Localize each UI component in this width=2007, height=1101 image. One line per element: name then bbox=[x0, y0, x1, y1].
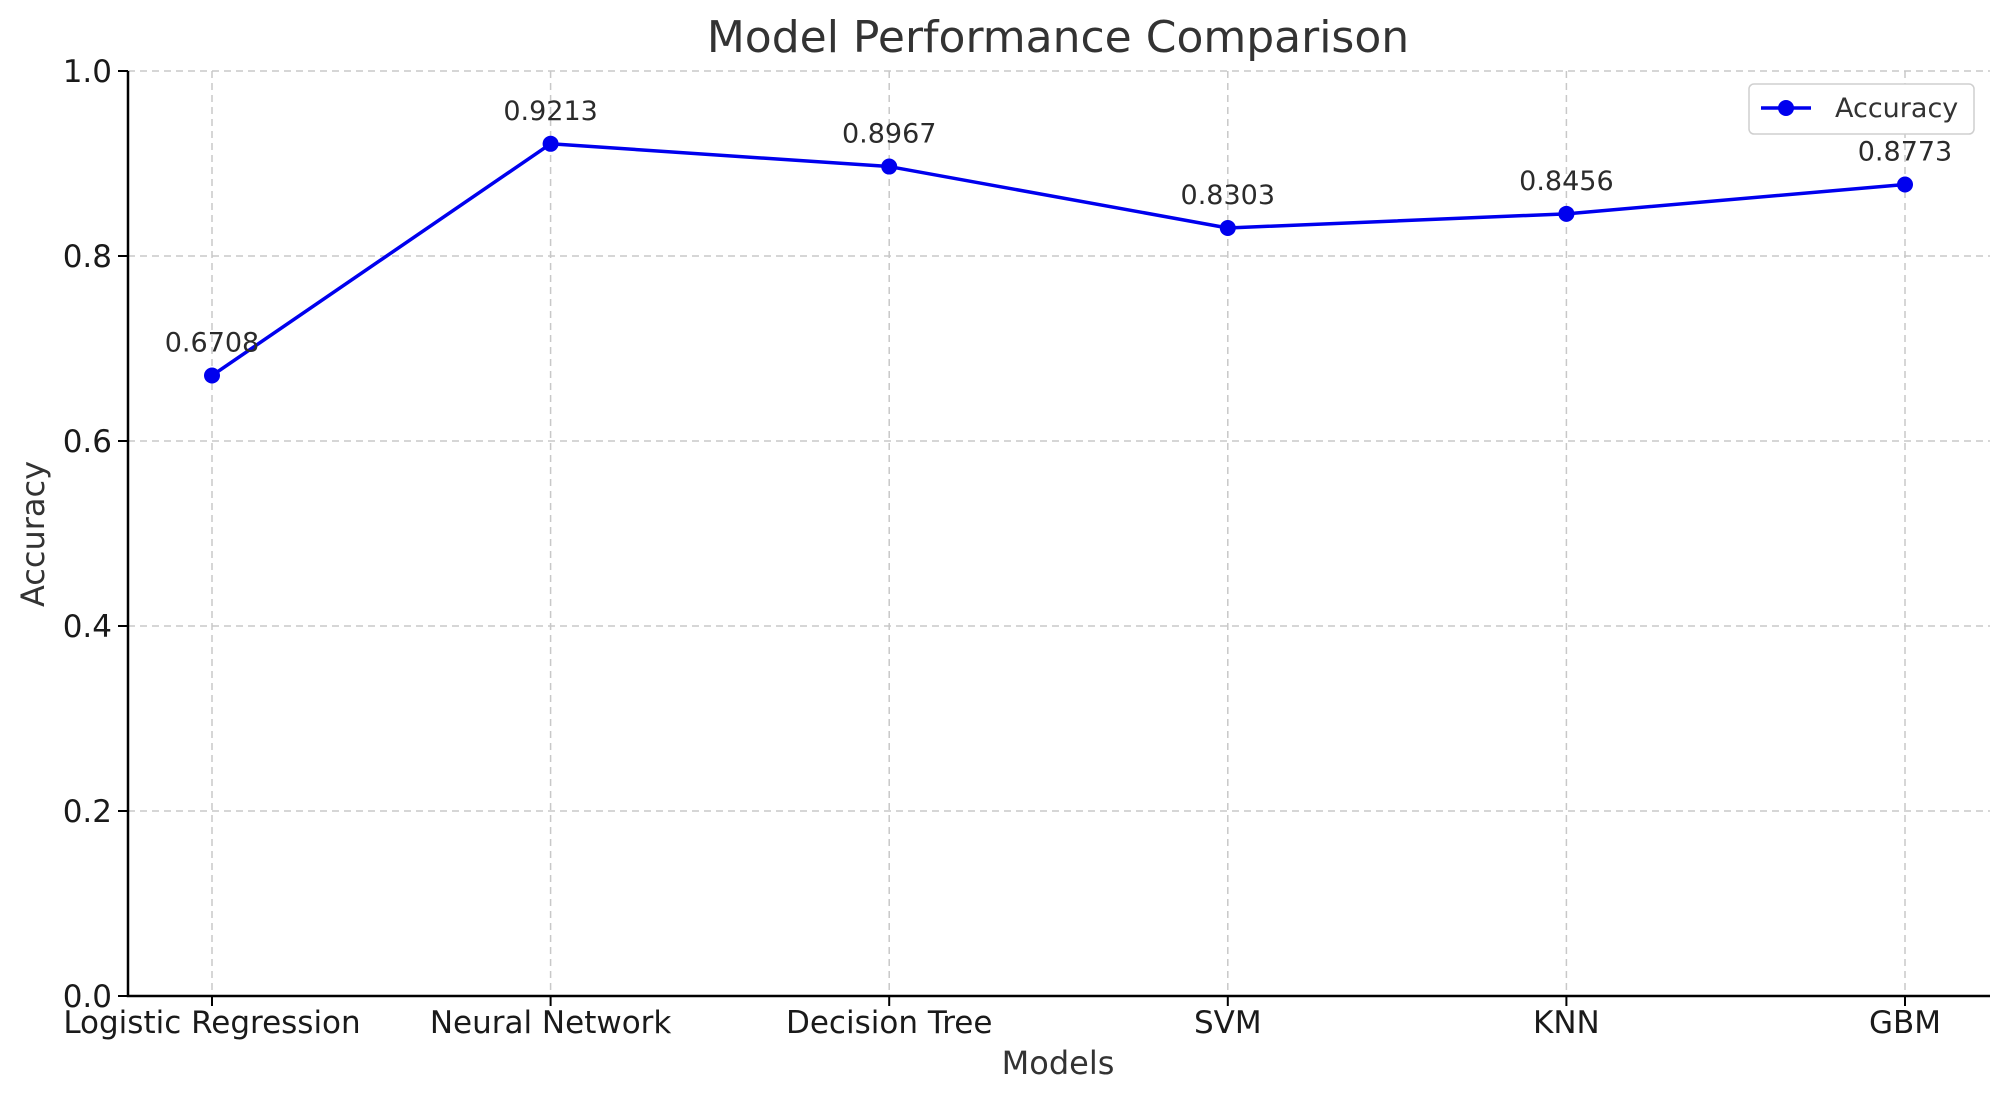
data-label: 0.8303 bbox=[1181, 180, 1275, 211]
legend-marker bbox=[1778, 100, 1794, 116]
data-point bbox=[1897, 176, 1913, 193]
data-point bbox=[542, 135, 559, 152]
data-label: 0.8773 bbox=[1858, 136, 1952, 167]
tick-labels: 0.0 0.2 0.4 0.6 0.8 1.0 Logistic Regression Neu… bbox=[63, 54, 1941, 1041]
data-point bbox=[881, 158, 898, 175]
data-label: 0.6708 bbox=[165, 328, 259, 359]
x-tick-label: GBM bbox=[1869, 1005, 1941, 1041]
data-label: 0.8456 bbox=[1519, 166, 1613, 197]
x-tick-label: Decision Tree bbox=[786, 1005, 992, 1041]
data-point bbox=[1558, 205, 1575, 222]
x-tick-label: Logistic Regression bbox=[63, 1005, 360, 1041]
axes bbox=[118, 70, 1990, 1006]
y-tick-label: 0.6 bbox=[63, 424, 112, 460]
data-point bbox=[1219, 219, 1236, 236]
y-tick-label: 0.2 bbox=[63, 794, 112, 830]
chart-title: Model Performance Comparison bbox=[707, 12, 1409, 63]
data-labels: 0.6708 0.9213 0.8967 0.8303 0.8456 0.8773 bbox=[165, 96, 1952, 359]
data-label: 0.8967 bbox=[842, 119, 936, 150]
x-tick-label: SVM bbox=[1194, 1005, 1262, 1041]
y-tick-label: 1.0 bbox=[63, 54, 112, 90]
legend-label: Accuracy bbox=[1835, 93, 1958, 124]
x-axis-label: Models bbox=[1002, 1044, 1115, 1082]
y-tick-label: 0.4 bbox=[63, 609, 112, 645]
legend: Accuracy bbox=[1748, 83, 1975, 135]
grid bbox=[128, 70, 1990, 997]
legend-box bbox=[1748, 83, 1975, 135]
x-tick-label: KNN bbox=[1533, 1005, 1600, 1041]
x-tick-label: Neural Network bbox=[430, 1005, 672, 1041]
series-accuracy bbox=[204, 135, 1913, 384]
series-line bbox=[211, 142, 1906, 377]
data-point bbox=[204, 367, 220, 384]
axis-spines bbox=[126, 71, 1990, 998]
y-tick-label: 0.0 bbox=[63, 979, 112, 1015]
y-tick-label: 0.8 bbox=[63, 239, 112, 275]
y-axis-label: Accuracy bbox=[14, 461, 52, 607]
data-label: 0.9213 bbox=[503, 96, 597, 127]
